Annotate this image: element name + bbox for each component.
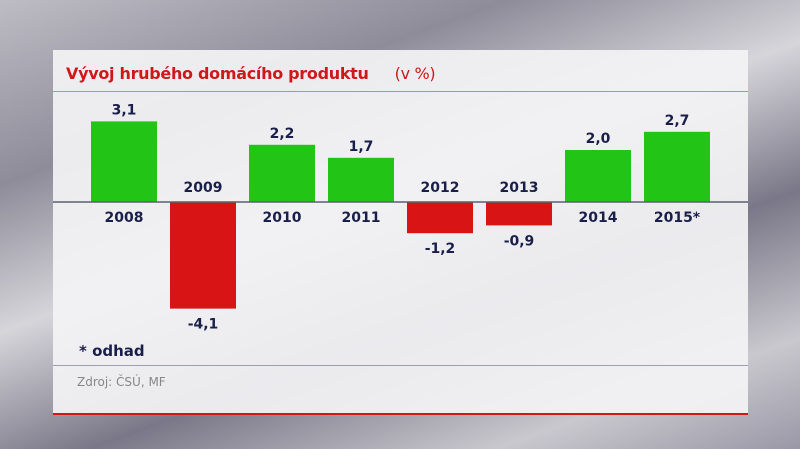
bar-2013 bbox=[486, 202, 552, 226]
bar-2009 bbox=[170, 202, 236, 309]
unit-label: (v %) bbox=[394, 64, 436, 83]
category-label: 2011 bbox=[342, 210, 381, 226]
title-divider bbox=[53, 91, 748, 92]
value-label: 2,2 bbox=[270, 126, 295, 142]
bar-2008 bbox=[91, 121, 157, 202]
footer-divider bbox=[53, 365, 748, 366]
title-text: Vývoj hrubého domácího produktu bbox=[66, 64, 369, 83]
chart-panel: Vývoj hrubého domácího produktu (v %) * o… bbox=[53, 50, 748, 415]
value-label: 2,0 bbox=[586, 131, 611, 147]
value-label: 1,7 bbox=[349, 139, 374, 155]
category-label: 2010 bbox=[263, 210, 302, 226]
bar-2012 bbox=[407, 202, 473, 234]
value-label: -4,1 bbox=[188, 317, 219, 333]
source-label: Zdroj: ČSÚ, MF bbox=[77, 375, 166, 389]
estimate-note: * odhad bbox=[79, 342, 145, 360]
bar-2014 bbox=[565, 150, 631, 202]
category-label: 2013 bbox=[500, 180, 539, 196]
value-label: -1,2 bbox=[425, 241, 456, 257]
category-label: 2015* bbox=[654, 210, 701, 226]
bar-2010 bbox=[249, 144, 315, 202]
bottom-border bbox=[53, 413, 748, 415]
value-label: 3,1 bbox=[112, 102, 137, 118]
category-label: 2014 bbox=[579, 210, 618, 226]
category-label: 2008 bbox=[105, 210, 144, 226]
bar-2015* bbox=[644, 131, 710, 202]
category-label: 2009 bbox=[184, 180, 223, 196]
chart-title: Vývoj hrubého domácího produktu (v %) bbox=[66, 64, 436, 83]
category-label: 2012 bbox=[421, 180, 460, 196]
value-label: 2,7 bbox=[665, 113, 690, 129]
bar-2011 bbox=[328, 157, 394, 202]
value-label: -0,9 bbox=[504, 233, 535, 249]
